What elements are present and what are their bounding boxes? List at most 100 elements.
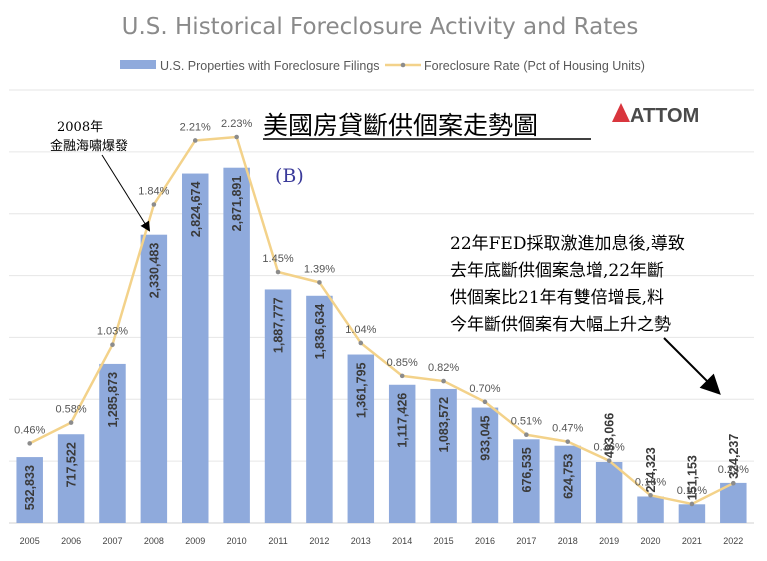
bar-2016 [471,407,499,523]
x-tick-2010: 2010 [227,536,247,546]
bar-2006 [57,434,85,523]
x-tick-2011: 2011 [268,536,287,546]
rate-point-2017 [524,432,529,438]
x-tick-2009: 2009 [185,536,205,546]
logo-text: ATTOM [630,105,699,127]
rate-point-2010 [234,134,239,140]
rate-label-2017: 0.51% [511,416,542,428]
rate-point-2005 [27,441,32,446]
bar-2008 [140,234,168,523]
bar-label-2017: 676,535 [520,447,534,492]
bar-label-2009: 2,824,674 [189,181,203,237]
bar-2020 [637,496,664,523]
legend-bar-swatch [120,60,156,69]
bar-series [16,167,747,523]
bar-label-2016: 933,045 [478,416,492,461]
bar-2007 [99,363,126,523]
bar-value-labels: 532,833 717,522 1,285,873 2,330,483 2,824,67… [23,176,741,511]
bar-label-2012: 1,836,634 [313,304,327,360]
legend-bar-label: U.S. Properties with Foreclosure Filings [160,59,380,73]
rate-point-2014 [399,373,405,379]
rate-label-2021: 0.11% [677,485,708,497]
bar-label-2021: 151,153 [685,455,699,500]
bar-2022 [720,482,747,523]
bar-label-2007: 1,285,873 [106,372,120,428]
x-tick-2014: 2014 [392,536,412,546]
bar-label-2006: 717,522 [65,442,79,487]
crisis-year-label: 2008年 [57,120,103,135]
bar-2015 [430,388,457,523]
bar-label-2010: 2,871,891 [230,176,244,232]
rate-label-2007: 1.03% [97,326,128,338]
logo-mark [612,103,630,122]
crisis-label: 金融海嘯爆發 [50,138,128,154]
rate-label-2010: 2.23% [221,118,252,130]
note-line-1: 22年FED採取激進加息後,導致 [450,234,685,254]
marker-b-label: (B) [275,165,304,187]
bar-2013 [347,354,375,523]
x-tick-2005: 2005 [20,536,40,546]
legend: U.S. Properties with Foreclosure Filings… [120,59,645,73]
bar-2011 [264,289,292,523]
rate-label-2005: 0.46% [14,424,45,436]
rate-point-2019 [606,458,612,463]
bar-label-2022: 324,237 [727,434,741,479]
bar-label-2018: 624,753 [561,454,575,499]
rate-point-2021 [689,501,695,507]
rate-label-2013: 1.04% [345,324,376,336]
bar-2009 [182,173,209,523]
bar-label-2005: 532,833 [23,465,37,510]
x-tick-2021: 2021 [682,536,702,546]
x-tick-2022: 2022 [723,536,743,546]
note-arrow [663,337,721,395]
note-line-2: 去年底斷供個案急增,22年斷 [450,261,664,281]
rate-label-2016: 0.70% [469,383,500,395]
x-tick-2019: 2019 [599,536,619,546]
bar-2017 [513,439,540,523]
legend-line-marker [400,62,406,68]
x-tick-2016: 2016 [475,536,495,546]
x-tick-2018: 2018 [558,536,578,546]
bar-label-2020: 214,323 [644,447,658,492]
x-tick-2006: 2006 [61,536,81,546]
note-line-4: 今年斷供個案有大幅上升之勢 [450,315,671,335]
bar-label-2013: 1,361,795 [354,362,368,418]
x-axis-ticks: 2005 2006 2007 2008 2009 2010 2011 2012 2013 2014… [20,536,744,546]
bar-2012 [306,295,333,523]
rate-point-2016 [482,399,488,405]
bar-2019 [595,462,623,523]
attom-logo: ATTOM [612,103,699,127]
bar-2014 [388,384,416,523]
bar-label-2015: 1,083,572 [437,397,451,453]
legend-line-label: Foreclosure Rate (Pct of Housing Units) [424,59,645,73]
bar-label-2008: 2,330,483 [147,243,161,299]
bar-2005 [16,457,43,523]
x-tick-2017: 2017 [516,536,536,546]
rate-point-2022 [731,480,736,486]
bar-2010 [223,167,250,523]
rate-point-2020 [648,493,653,498]
x-tick-2008: 2008 [144,536,164,546]
rate-label-2006: 0.58% [55,404,86,416]
bar-2021 [678,504,706,523]
note-line-3: 供個案比21年有雙倍增長,料 [450,288,664,308]
chart-title: U.S. Historical Foreclosure Activity and… [122,14,639,40]
rate-point-2008 [151,202,157,207]
rate-point-2013 [358,340,364,346]
bar-label-2019: 493,066 [603,413,617,458]
crisis-arrow [101,154,151,232]
rate-point-2009 [192,138,198,143]
bar-label-2014: 1,117,426 [396,393,410,448]
note-block: 22年FED採取激進加息後,導致 去年底斷供個案急增,22年斷 供個案比21年有… [450,234,685,335]
rate-point-2012 [317,280,322,285]
bar-label-2011: 1,887,777 [272,297,286,353]
rate-label-2014: 0.85% [387,357,418,369]
rate-label-2011: 1.45% [262,253,293,265]
cjk-chart-title: 美國房貸斷供個案走勢圖 [263,111,538,140]
rate-label-2019: 0.36% [594,442,625,454]
rate-label-2018: 0.47% [552,423,583,435]
rate-label-2012: 1.39% [304,263,335,275]
rate-point-2015 [441,378,446,384]
rate-point-2006 [68,420,74,425]
